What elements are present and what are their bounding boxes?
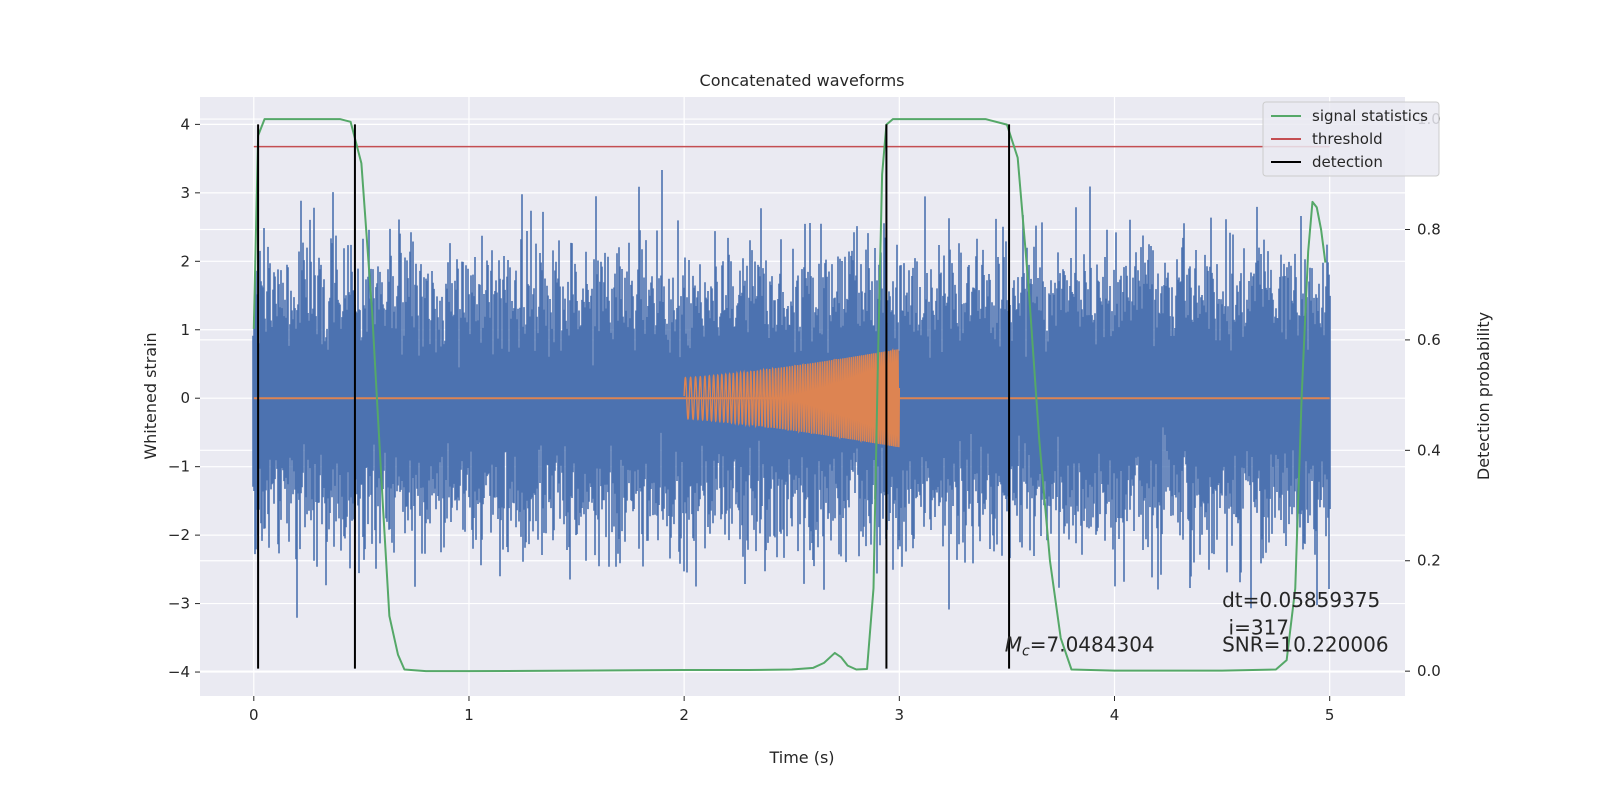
legend: signal statistics threshold detection — [1262, 101, 1440, 177]
signal-statistics-line — [252, 118, 1327, 673]
annotation-1: i=317 — [1229, 615, 1290, 639]
y-right-tick-label-0: 0.0 — [1417, 662, 1441, 680]
y-tick-label-2: −2 — [168, 526, 190, 544]
y-right-tick-label-4: 0.8 — [1417, 220, 1441, 238]
x-tick-label-3: 3 — [895, 706, 905, 724]
chart-title: Concatenated waveforms — [700, 71, 905, 90]
injected-waveform-series — [253, 348, 1330, 448]
y-right-tick-label-3: 0.6 — [1417, 331, 1441, 349]
x-tick-label-5: 5 — [1325, 706, 1335, 724]
y-axis-label: Whitened strain — [141, 332, 160, 459]
y-tick-label-6: 2 — [180, 252, 190, 270]
y-right-axis-label: Detection probability — [1474, 312, 1493, 480]
signal-statistics-series — [252, 118, 1327, 673]
legend-box — [1262, 101, 1440, 177]
y-tick-label-3: −1 — [168, 458, 190, 476]
y-right-tick-label-1: 0.2 — [1417, 552, 1441, 570]
legend-label-0: signal statistics — [1312, 107, 1428, 125]
annotation-3: Mc=7.0484304 — [1005, 633, 1155, 660]
y-right-tick-label-2: 0.4 — [1417, 441, 1441, 459]
x-tick-label-4: 4 — [1110, 706, 1120, 724]
annotation-0: dt=0.05859375 — [1222, 588, 1380, 612]
y-tick-label-0: −4 — [168, 663, 190, 681]
y-tick-label-1: −3 — [168, 595, 190, 613]
y-tick-label-5: 1 — [180, 321, 190, 339]
x-axis-label: Time (s) — [768, 748, 834, 767]
legend-label-1: threshold — [1312, 130, 1383, 148]
x-tick-label-0: 0 — [249, 706, 259, 724]
detection-series — [257, 124, 1011, 669]
legend-label-2: detection — [1312, 153, 1383, 171]
y-tick-label-8: 4 — [180, 115, 190, 133]
waveform-chirp — [683, 348, 901, 448]
y-tick-label-4: 0 — [180, 389, 190, 407]
x-tick-label-2: 2 — [679, 706, 689, 724]
annotation-2: SNR=10.220006 — [1222, 633, 1388, 657]
x-tick-label-1: 1 — [464, 706, 474, 724]
y-tick-label-7: 3 — [180, 184, 190, 202]
